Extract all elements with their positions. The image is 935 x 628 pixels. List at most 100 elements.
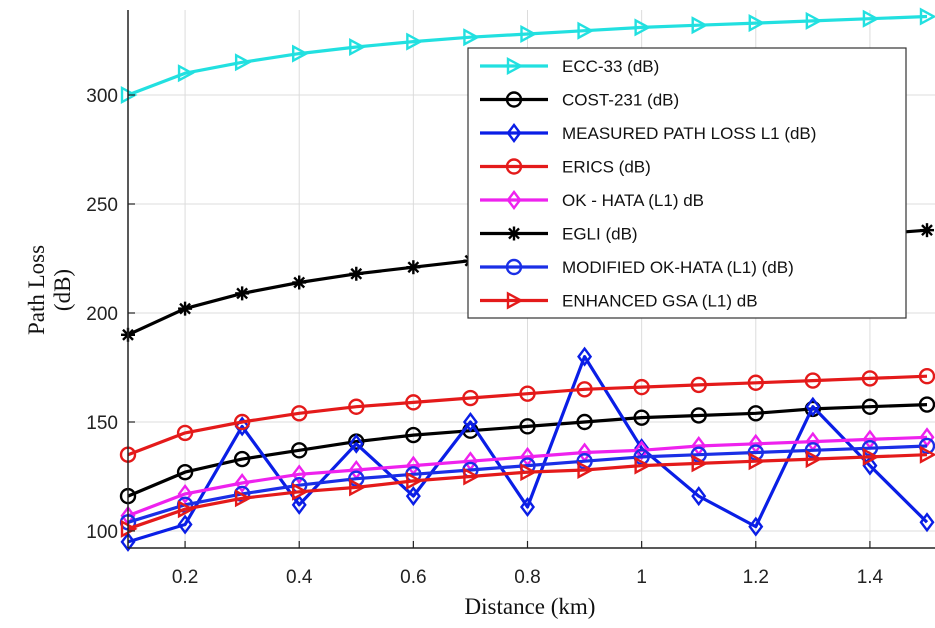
series-7 (120, 445, 935, 538)
data-point-3-14 (918, 368, 935, 385)
legend-swatch-marker (505, 258, 523, 276)
legend-label: ENHANCED GSA (L1) dB (562, 292, 758, 311)
data-point-0-1 (177, 64, 195, 83)
series-line-3 (127, 374, 928, 457)
data-point-3-10 (690, 376, 707, 394)
data-point-3-9 (633, 378, 650, 396)
data-point-7-6 (463, 467, 480, 486)
data-point-2-14 (919, 512, 935, 533)
legend-box (467, 47, 907, 319)
y-tick-label: 300 (86, 86, 118, 107)
data-point-2-5 (405, 486, 421, 507)
data-point-1-2 (233, 450, 251, 468)
legend-label: MODIFIED OK-HATA (L1) (dB) (562, 258, 794, 277)
series-line-1 (127, 403, 928, 498)
legend-label: EGLI (dB) (562, 225, 638, 244)
data-point-0-2 (234, 53, 252, 72)
legend-item: COST-231 (dB) (480, 91, 679, 110)
data-point-7-2 (234, 489, 252, 508)
data-point-1-11 (747, 405, 764, 422)
x-tick-label: 0.4 (286, 567, 313, 588)
data-point-0-3 (292, 44, 309, 63)
data-point-3-3 (291, 405, 308, 422)
legend-label: OK - HATA (L1) dB (562, 191, 704, 210)
data-point-7-11 (748, 452, 766, 471)
series-line-4 (127, 435, 928, 518)
series-3 (119, 368, 935, 463)
legend-item: MEASURED PATH LOSS L1 (dB) (480, 123, 816, 143)
data-point-7-5 (406, 471, 423, 490)
x-tick-label: 1.2 (743, 567, 769, 588)
legend-item: ECC-33 (dB) (480, 56, 659, 76)
data-point-5-4 (349, 266, 364, 281)
data-point-5-14 (920, 223, 934, 238)
x-tick-label: 1 (636, 567, 647, 588)
legend-swatch-marker (505, 91, 523, 108)
data-point-0-14 (919, 7, 935, 26)
data-point-1-5 (405, 426, 422, 444)
data-point-0-9 (634, 18, 652, 37)
series-line-0 (127, 14, 928, 97)
data-point-3-6 (462, 389, 479, 407)
legend-swatch-marker (506, 291, 524, 310)
x-tick-label: 1.4 (857, 567, 884, 588)
data-point-2-7 (520, 497, 535, 518)
data-point-0-4 (349, 38, 366, 57)
data-point-3-11 (747, 374, 764, 391)
legend-item: ERICS (dB) (480, 158, 651, 177)
legend: ECC-33 (dB) COST-231 (dB) MEASURED PATH LO… (467, 47, 907, 319)
legend-label: ECC-33 (dB) (562, 57, 659, 76)
data-point-7-9 (634, 456, 652, 475)
data-point-1-1 (176, 463, 194, 481)
legend-item: MODIFIED OK-HATA (L1) (dB) (480, 258, 794, 277)
legend-item: OK - HATA (L1) dB (480, 190, 704, 210)
data-point-0-5 (406, 32, 423, 51)
y-axis-title-line-2: (dB) (50, 269, 75, 311)
series-line-7 (127, 453, 928, 531)
x-tick-label: 0.8 (514, 567, 540, 588)
data-point-7-8 (577, 460, 595, 479)
y-axis-title-line-1: Path Loss (24, 245, 49, 335)
data-point-3-12 (804, 372, 822, 389)
legend-swatch-marker (506, 123, 522, 143)
data-point-7-1 (177, 500, 195, 519)
data-point-7-14 (919, 445, 935, 464)
data-point-3-5 (405, 394, 422, 411)
y-tick-label: 150 (86, 413, 118, 434)
data-point-3-13 (861, 370, 879, 387)
data-point-1-7 (519, 418, 536, 435)
legend-swatch-marker (506, 56, 524, 76)
data-point-1-8 (576, 413, 593, 431)
legend-swatch-marker (507, 226, 521, 241)
axes (127, 10, 935, 549)
data-point-1-10 (690, 407, 707, 424)
y-tick-label: 200 (86, 304, 118, 325)
data-point-3-7 (519, 385, 536, 402)
legend-label: MEASURED PATH LOSS L1 (dB) (562, 124, 816, 143)
data-point-7-7 (520, 463, 538, 482)
data-point-4-2 (234, 473, 250, 494)
data-point-3-1 (176, 424, 194, 442)
y-tick-label: 250 (86, 195, 118, 216)
series-line-2 (127, 355, 929, 544)
data-point-2-10 (691, 486, 707, 507)
data-point-0-7 (520, 24, 538, 43)
data-point-2-6 (462, 412, 478, 432)
data-point-2-3 (291, 494, 307, 515)
data-point-4-1 (177, 483, 193, 504)
data-point-3-4 (348, 398, 365, 415)
data-point-5-5 (406, 260, 421, 275)
x-axis-title: Distance (km) (465, 594, 596, 619)
data-point-7-13 (862, 447, 880, 466)
data-point-5-2 (235, 286, 250, 301)
series-line-6 (127, 444, 928, 524)
data-point-7-10 (691, 454, 709, 473)
legend-label: ERICS (dB) (562, 158, 651, 177)
data-point-1-13 (861, 398, 879, 415)
data-point-2-12 (805, 396, 821, 417)
data-point-4-14 (919, 427, 935, 448)
legend-item: EGLI (dB) (480, 225, 638, 244)
data-point-1-3 (291, 442, 308, 459)
data-point-0-12 (805, 11, 823, 30)
